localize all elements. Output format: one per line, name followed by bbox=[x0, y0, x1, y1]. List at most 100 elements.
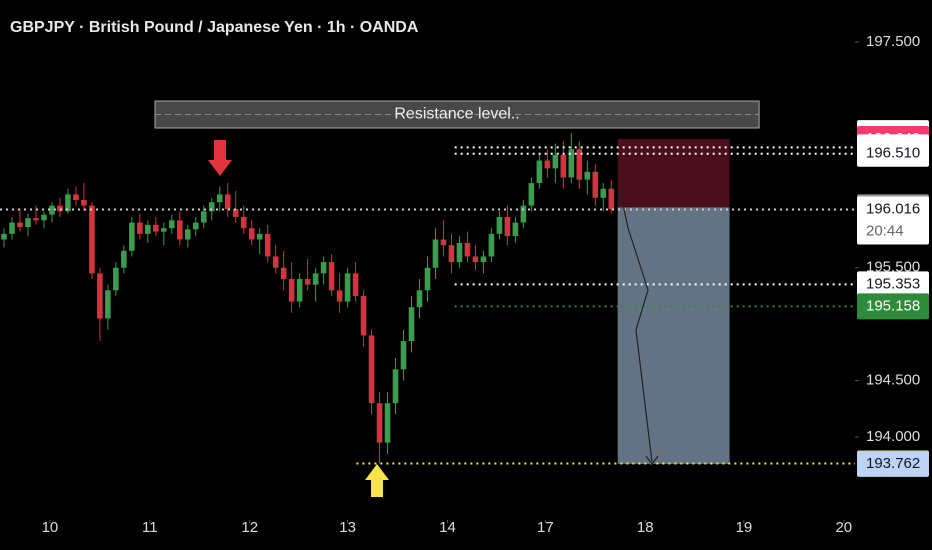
candle-body bbox=[73, 194, 79, 201]
candle-body bbox=[224, 194, 231, 210]
stop-zone bbox=[617, 139, 730, 208]
candle-body bbox=[184, 229, 191, 240]
x-tick-label: 14 bbox=[439, 519, 456, 536]
candle-body bbox=[512, 222, 519, 237]
candle-body bbox=[600, 188, 607, 198]
candle-body bbox=[576, 149, 583, 180]
candle-body bbox=[65, 194, 71, 212]
candle-body bbox=[432, 239, 439, 268]
candle-body bbox=[105, 290, 111, 319]
candle-body bbox=[424, 267, 431, 291]
candle-body bbox=[416, 290, 423, 308]
candle-body bbox=[368, 335, 375, 404]
candle-body bbox=[552, 154, 559, 169]
candle-body bbox=[328, 262, 335, 291]
price-label-box bbox=[857, 271, 929, 298]
candle-body bbox=[480, 256, 487, 263]
candle-body bbox=[9, 222, 15, 234]
candle-body bbox=[568, 149, 575, 178]
candle-body bbox=[440, 239, 447, 246]
candle-body bbox=[312, 273, 319, 285]
candle-body bbox=[89, 205, 95, 274]
candle-body bbox=[496, 216, 503, 234]
candle-body bbox=[288, 279, 295, 302]
candle-body bbox=[113, 267, 119, 291]
candle-body bbox=[536, 160, 543, 184]
time-axis bbox=[0, 520, 855, 550]
candle-body bbox=[129, 222, 135, 251]
candle-body bbox=[304, 279, 311, 285]
candle-body bbox=[488, 233, 495, 257]
resistance-label: Resistance level.. bbox=[394, 106, 519, 123]
candle-body bbox=[560, 154, 567, 178]
y-tick-label: 194.000 bbox=[866, 428, 920, 445]
x-tick-label: 20 bbox=[835, 519, 852, 536]
candle-body bbox=[376, 403, 383, 443]
candle-body bbox=[153, 224, 159, 232]
candle-body bbox=[145, 224, 151, 234]
candle-body bbox=[25, 218, 31, 228]
x-tick-label: 10 bbox=[42, 519, 59, 536]
candle-body bbox=[17, 222, 23, 228]
candle-body bbox=[97, 273, 103, 319]
candle-body bbox=[448, 245, 455, 263]
x-tick-label: 11 bbox=[142, 519, 158, 536]
x-tick-label: 12 bbox=[241, 519, 258, 536]
countdown: 20:44 bbox=[866, 222, 904, 239]
price-label: 193.762 bbox=[866, 455, 920, 472]
target-zone bbox=[617, 207, 730, 464]
candle-body bbox=[400, 341, 407, 370]
candle-body bbox=[344, 273, 351, 302]
candle-body bbox=[520, 205, 527, 223]
chart-title: GBPJPY · British Pound / Japanese Yen · … bbox=[10, 19, 419, 36]
candle-body bbox=[41, 214, 47, 221]
price-label-box bbox=[857, 293, 929, 320]
candle-body bbox=[280, 267, 287, 280]
candle-body bbox=[472, 256, 479, 263]
candle-body bbox=[320, 262, 327, 274]
candle-body bbox=[592, 171, 599, 198]
y-tick-label: 197.500 bbox=[866, 33, 920, 50]
x-tick-label: 18 bbox=[637, 519, 654, 536]
candle-body bbox=[392, 369, 399, 404]
candle-body bbox=[544, 160, 551, 169]
x-tick-label: 17 bbox=[537, 519, 554, 536]
candle-body bbox=[352, 273, 359, 296]
candle-body bbox=[169, 220, 175, 229]
candle-body bbox=[208, 202, 215, 212]
candle-body bbox=[33, 218, 39, 221]
candle-body bbox=[176, 220, 183, 240]
candle-body bbox=[57, 205, 63, 212]
candle-body bbox=[584, 171, 591, 180]
x-tick-label: 19 bbox=[736, 519, 753, 536]
down-arrow bbox=[208, 140, 232, 176]
price-label-box bbox=[857, 450, 929, 477]
candle-body bbox=[608, 188, 615, 210]
candle-body bbox=[240, 216, 247, 229]
candle-body bbox=[272, 256, 279, 268]
candle-body bbox=[200, 211, 207, 223]
y-tick-label: 194.500 bbox=[866, 372, 920, 389]
price-label: 196.510 bbox=[866, 145, 920, 162]
price-label: 195.158 bbox=[866, 297, 920, 314]
projection-path bbox=[619, 189, 653, 463]
projection-arrowhead bbox=[645, 455, 659, 465]
candle-body bbox=[384, 403, 391, 443]
price-label: 195.353 bbox=[866, 275, 920, 292]
candle-body bbox=[232, 209, 239, 217]
candle-body bbox=[408, 307, 415, 342]
candle-body bbox=[464, 242, 471, 257]
candle-body bbox=[161, 228, 167, 232]
price-label: 196.016 bbox=[866, 200, 920, 217]
candle-body bbox=[248, 228, 255, 240]
up-arrow bbox=[365, 464, 389, 497]
candle-body bbox=[121, 250, 127, 268]
candle-body bbox=[336, 290, 343, 302]
candle-body bbox=[360, 295, 367, 336]
price-label-box bbox=[857, 196, 929, 245]
candle-body bbox=[264, 233, 271, 257]
candle-body bbox=[1, 233, 7, 240]
